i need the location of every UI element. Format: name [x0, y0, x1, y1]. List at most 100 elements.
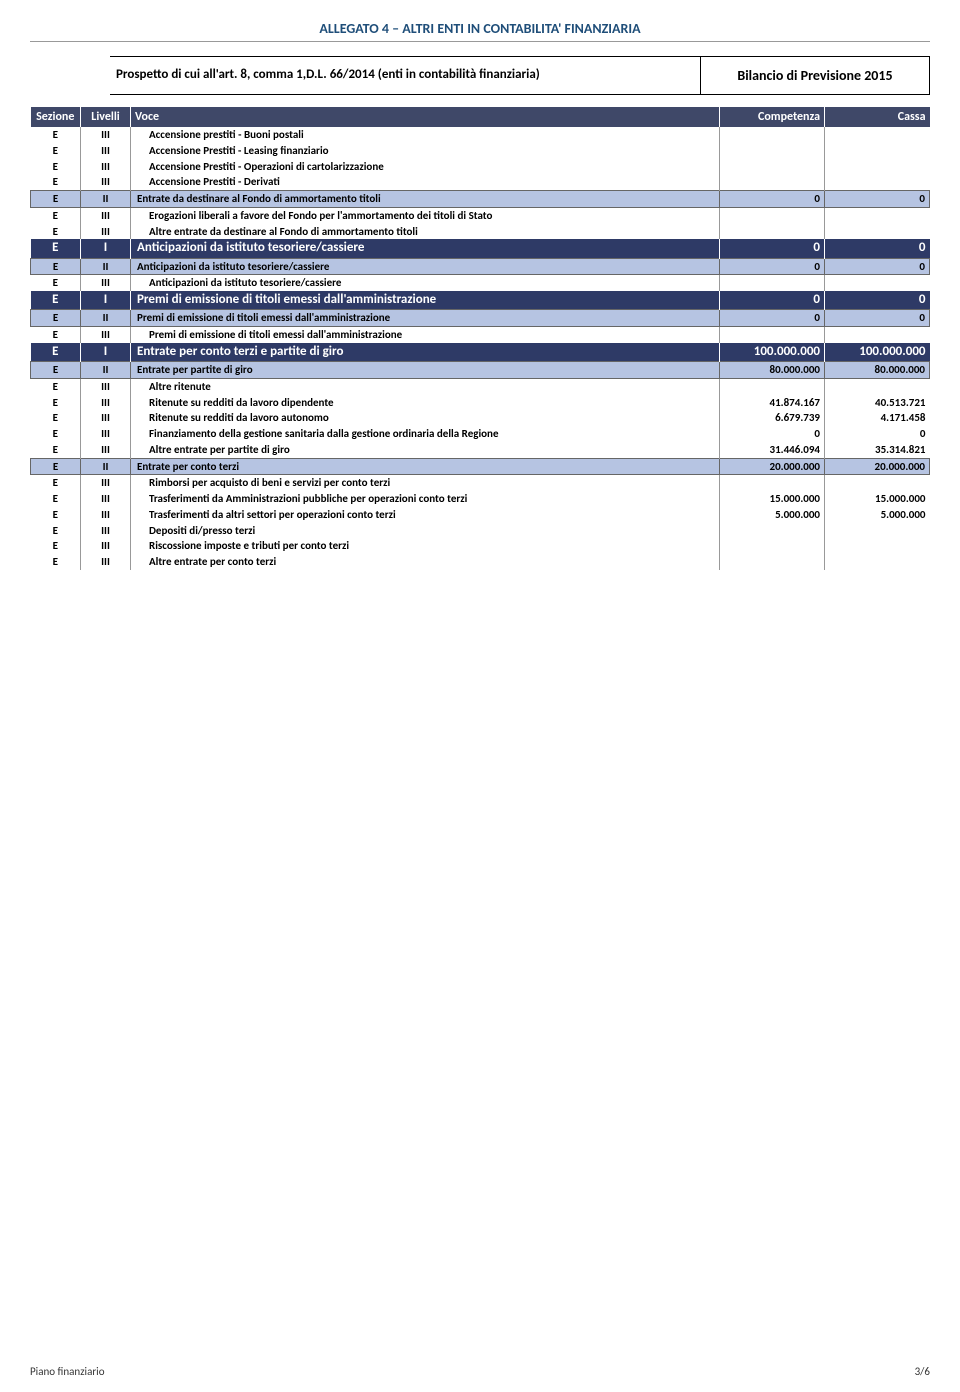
cell-livelli: II [81, 191, 131, 208]
table-row: EIIEntrate per conto terzi20.000.00020.0… [31, 458, 930, 475]
cell-voce: Trasferimenti da altri settori per opera… [131, 507, 720, 523]
table-row: EIIIRitenute su redditi da lavoro autono… [31, 410, 930, 426]
cell-voce: Altre entrate per partite di giro [131, 442, 720, 458]
cell-sezione: E [31, 538, 81, 554]
cell-livelli: II [81, 362, 131, 379]
cell-livelli: III [81, 410, 131, 426]
cell-voce: Entrate da destinare al Fondo di ammorta… [131, 191, 720, 208]
cell-livelli: III [81, 207, 131, 223]
cell-livelli: III [81, 395, 131, 411]
table-row: EIIIRitenute su redditi da lavoro dipend… [31, 395, 930, 411]
cell-sezione: E [31, 426, 81, 442]
cell-cassa [825, 327, 930, 343]
cell-competenza: 0 [720, 258, 825, 275]
cell-voce: Anticipazioni da istituto tesoriere/cass… [131, 239, 720, 258]
cell-competenza: 100.000.000 [720, 343, 825, 362]
cell-voce: Altre entrate per conto terzi [131, 554, 720, 570]
table-row: EIIPremi di emissione di titoli emessi d… [31, 310, 930, 327]
budget-table: Sezione Livelli Voce Competenza Cassa EI… [30, 107, 930, 570]
cell-competenza [720, 378, 825, 394]
col-header-cassa: Cassa [825, 107, 930, 127]
cell-sezione: E [31, 395, 81, 411]
cell-voce: Riscossione imposte e tributi per conto … [131, 538, 720, 554]
cell-sezione: E [31, 442, 81, 458]
cell-competenza: 20.000.000 [720, 458, 825, 475]
table-row: EIIIRimborsi per acquisto di beni e serv… [31, 475, 930, 491]
cell-sezione: E [31, 378, 81, 394]
cell-cassa [825, 523, 930, 539]
cell-livelli: III [81, 507, 131, 523]
cell-sezione: E [31, 523, 81, 539]
cell-sezione: E [31, 410, 81, 426]
page-footer: Piano finanziario 3/6 [30, 1365, 930, 1378]
cell-livelli: III [81, 442, 131, 458]
cell-cassa: 0 [825, 191, 930, 208]
cell-voce: Finanziamento della gestione sanitaria d… [131, 426, 720, 442]
cell-competenza [720, 327, 825, 343]
cell-competenza [720, 143, 825, 159]
cell-competenza [720, 127, 825, 143]
cell-competenza [720, 475, 825, 491]
cell-voce: Accensione Prestiti - Operazioni di cart… [131, 159, 720, 175]
cell-sezione: E [31, 362, 81, 379]
cell-competenza [720, 174, 825, 190]
cell-cassa [825, 378, 930, 394]
cell-cassa: 5.000.000 [825, 507, 930, 523]
table-row: EIIIAltre ritenute [31, 378, 930, 394]
cell-cassa: 80.000.000 [825, 362, 930, 379]
cell-cassa [825, 224, 930, 240]
cell-competenza [720, 538, 825, 554]
cell-cassa [825, 275, 930, 291]
footer-right: 3/6 [915, 1365, 930, 1378]
cell-competenza: 6.679.739 [720, 410, 825, 426]
cell-cassa: 0 [825, 258, 930, 275]
cell-competenza: 5.000.000 [720, 507, 825, 523]
cell-cassa: 35.314.821 [825, 442, 930, 458]
table-row: EIIIErogazioni liberali a favore del Fon… [31, 207, 930, 223]
cell-cassa: 0 [825, 291, 930, 310]
page: ALLEGATO 4 – ALTRI ENTI IN CONTABILITA' … [0, 0, 960, 1392]
cell-sezione: E [31, 310, 81, 327]
cell-voce: Depositi di/presso terzi [131, 523, 720, 539]
cell-cassa [825, 143, 930, 159]
cell-competenza [720, 159, 825, 175]
cell-voce: Anticipazioni da istituto tesoriere/cass… [131, 258, 720, 275]
cell-cassa [825, 475, 930, 491]
cell-voce: Entrate per partite di giro [131, 362, 720, 379]
table-row: EIEntrate per conto terzi e partite di g… [31, 343, 930, 362]
cell-voce: Erogazioni liberali a favore del Fondo p… [131, 207, 720, 223]
cell-cassa: 0 [825, 239, 930, 258]
cell-livelli: III [81, 143, 131, 159]
cell-sezione: E [31, 554, 81, 570]
cell-competenza: 80.000.000 [720, 362, 825, 379]
cell-livelli: III [81, 475, 131, 491]
cell-sezione: E [31, 174, 81, 190]
cell-cassa: 0 [825, 310, 930, 327]
cell-voce: Entrate per conto terzi [131, 458, 720, 475]
cell-cassa [825, 159, 930, 175]
cell-sezione: E [31, 327, 81, 343]
cell-voce: Altre entrate da destinare al Fondo di a… [131, 224, 720, 240]
cell-livelli: III [81, 523, 131, 539]
cell-voce: Ritenute su redditi da lavoro dipendente [131, 395, 720, 411]
table-row: EIPremi di emissione di titoli emessi da… [31, 291, 930, 310]
cell-livelli: III [81, 224, 131, 240]
cell-livelli: III [81, 491, 131, 507]
cell-cassa [825, 207, 930, 223]
cell-voce: Accensione prestiti - Buoni postali [131, 127, 720, 143]
cell-sezione: E [31, 127, 81, 143]
cell-voce: Premi di emissione di titoli emessi dall… [131, 310, 720, 327]
table-row: EIAnticipazioni da istituto tesoriere/ca… [31, 239, 930, 258]
cell-sezione: E [31, 275, 81, 291]
cell-competenza: 0 [720, 310, 825, 327]
header-box: Prospetto di cui all'art. 8, comma 1,D.L… [110, 56, 930, 95]
cell-voce: Accensione Prestiti - Leasing finanziari… [131, 143, 720, 159]
cell-voce: Entrate per conto terzi e partite di gir… [131, 343, 720, 362]
cell-cassa: 0 [825, 426, 930, 442]
cell-voce: Ritenute su redditi da lavoro autonomo [131, 410, 720, 426]
cell-livelli: I [81, 291, 131, 310]
cell-sezione: E [31, 458, 81, 475]
cell-competenza: 41.874.167 [720, 395, 825, 411]
cell-voce: Accensione Prestiti - Derivati [131, 174, 720, 190]
cell-livelli: III [81, 538, 131, 554]
